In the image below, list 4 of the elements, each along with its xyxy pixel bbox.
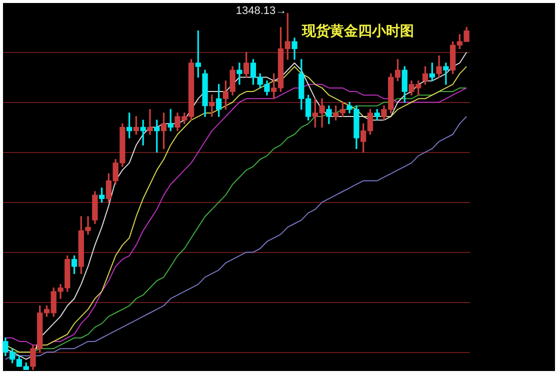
text: 现货黄金四小时图 [301,24,414,40]
annotation: 1348.13→ [236,5,287,18]
candlestick [147,109,153,135]
candlestick [236,62,242,85]
